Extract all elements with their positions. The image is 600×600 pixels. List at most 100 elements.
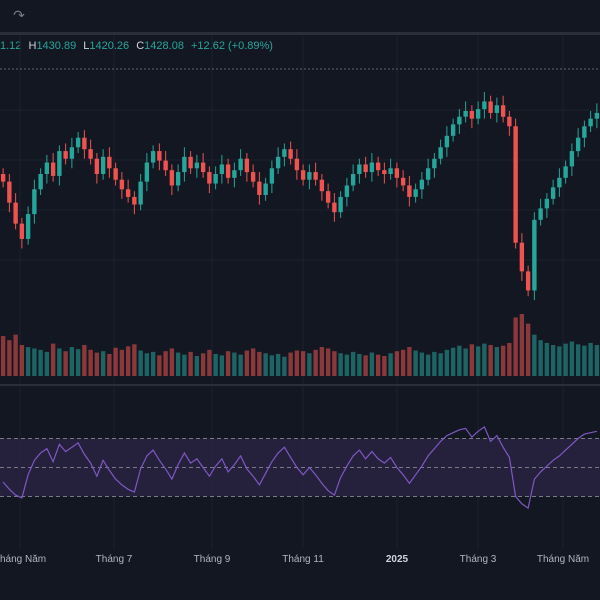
candle: [438, 139, 443, 165]
volume-bar: [319, 347, 325, 376]
candle: [200, 153, 206, 178]
price-chart[interactable]: [0, 0, 600, 551]
candle: [563, 160, 568, 184]
candle-body: [544, 198, 550, 209]
candle: [319, 174, 325, 201]
volume-bar: [188, 351, 193, 376]
candle-body: [107, 156, 112, 169]
volume-bar: [38, 349, 43, 376]
candle: [457, 109, 462, 134]
candle: [307, 164, 312, 190]
candle: [32, 179, 37, 224]
legend-open-value: 1.12: [0, 40, 22, 52]
volume-bar: [394, 351, 400, 376]
volume-bar: [513, 317, 518, 376]
candle-body: [69, 147, 75, 159]
volume-bar: [407, 347, 412, 376]
candle-body: [50, 162, 56, 176]
candle: [63, 143, 68, 165]
volume-bar: [119, 349, 125, 376]
volume-bar: [132, 344, 137, 376]
volume-bar: [88, 349, 93, 376]
candle-body: [469, 111, 475, 119]
candle-body: [400, 177, 406, 186]
volume-layer: [0, 314, 600, 376]
candle: [588, 111, 593, 132]
candle-body: [557, 177, 562, 188]
candle-body: [375, 162, 381, 171]
volume-bar: [557, 346, 562, 376]
candle-body: [113, 168, 118, 180]
candle: [238, 149, 243, 176]
candle-body: [182, 156, 187, 173]
volume-bar: [488, 345, 493, 376]
volume-bar: [375, 354, 381, 376]
candle-body: [413, 189, 418, 197]
legend-low-value: 1420.26: [89, 40, 130, 52]
volume-bar: [157, 355, 162, 376]
candle: [444, 126, 450, 157]
candle-body: [307, 172, 312, 180]
candle-body: [32, 189, 37, 215]
candle: [88, 139, 93, 165]
candle: [50, 153, 56, 182]
time-axis-label: Tháng 7: [95, 554, 133, 565]
volume-bar: [594, 345, 600, 376]
candle: [263, 177, 268, 201]
rsi-line: [2, 425, 598, 510]
candle-body: [394, 168, 400, 178]
candle: [257, 172, 262, 205]
candle: [494, 97, 500, 123]
volume-bar: [125, 346, 131, 376]
candle-body: [588, 118, 593, 127]
candle: [425, 158, 431, 186]
candle: [132, 191, 137, 215]
candle-body: [275, 156, 281, 169]
volume-bar: [232, 352, 237, 376]
candle: [313, 162, 318, 186]
volume-bar: [107, 353, 112, 376]
candle: [38, 168, 43, 195]
volume-bar: [338, 353, 343, 376]
candle: [13, 193, 18, 230]
candle-body: [507, 116, 512, 127]
candle-body: [294, 158, 300, 171]
volume-bar: [207, 349, 212, 376]
volume-bar: [25, 347, 31, 376]
candle: [75, 132, 81, 153]
volume-bar: [44, 351, 50, 376]
candle-body: [569, 151, 575, 167]
volume-bar: [213, 353, 218, 376]
redo-icon[interactable]: ↷: [13, 7, 25, 23]
candle-body: [300, 170, 306, 180]
ohlc-legend: 1.12 H1430.89 L1420.26 C1428.08 +12.62 (…: [0, 39, 273, 53]
candle: [194, 154, 200, 178]
candle-body: [232, 170, 237, 178]
volume-bar: [519, 314, 525, 376]
candle: [369, 153, 375, 182]
candle: [57, 145, 62, 186]
candle: [157, 143, 162, 171]
volume-bar: [507, 342, 512, 376]
volume-bar: [75, 349, 81, 376]
volume-bar: [457, 345, 462, 376]
volume-bar: [469, 344, 475, 376]
candle-body: [138, 181, 143, 205]
volume-bar: [57, 348, 62, 376]
volume-bar: [257, 351, 262, 376]
legend-close-label: C: [136, 40, 145, 52]
volume-bar: [569, 341, 575, 376]
candle-body: [488, 101, 493, 113]
candle: [413, 183, 418, 203]
volume-bar: [194, 356, 200, 376]
candle: [0, 168, 6, 188]
time-axis: Tháng Năm Tháng 7 Tháng 9 Tháng 11 2025 Tháng…: [0, 551, 600, 569]
pane-separator: [0, 32, 600, 35]
volume-bar: [357, 353, 362, 376]
candle-body: [144, 162, 150, 182]
candle: [575, 128, 581, 157]
candle-body: [44, 162, 50, 174]
volume-bar: [282, 356, 287, 376]
volume-bar: [163, 351, 168, 376]
candle: [175, 164, 181, 192]
